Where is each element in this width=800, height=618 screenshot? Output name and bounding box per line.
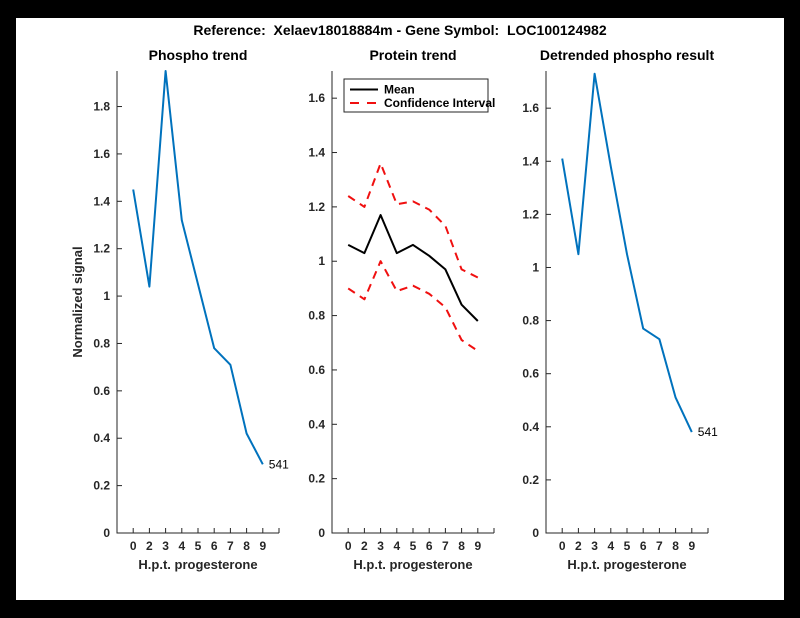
x-axis-label: H.p.t. progesterone (138, 557, 257, 572)
x-tick-label: 4 (393, 539, 400, 553)
y-tick-label: 1 (318, 254, 325, 268)
axis-spines (545, 71, 708, 534)
x-tick-label: 4 (607, 539, 614, 553)
x-tick-label: 8 (672, 539, 679, 553)
x-tick-label: 3 (591, 539, 598, 553)
y-tick-label: 0 (103, 526, 110, 540)
series-end-label: 541 (269, 457, 289, 471)
y-tick-label: 0.2 (308, 472, 325, 486)
axis-spines (331, 71, 494, 534)
y-tick-label: 0.8 (308, 309, 325, 323)
y-tick-label: 0.2 (93, 479, 110, 493)
x-tick-label: 6 (426, 539, 433, 553)
x-tick-label: 7 (656, 539, 663, 553)
x-tick-label: 8 (458, 539, 465, 553)
y-tick-label: 0.6 (522, 367, 539, 381)
confidence-upper-line (347, 162, 479, 279)
x-tick-label: 6 (640, 539, 647, 553)
y-tick-label: 1.6 (522, 101, 539, 115)
y-tick-label: 0.8 (522, 314, 539, 328)
x-axis-label: H.p.t. progesterone (567, 557, 686, 572)
y-tick-label: 0.6 (93, 384, 110, 398)
y-tick-label: 0 (318, 526, 325, 540)
legend-box (343, 78, 489, 113)
series-end-label: 541 (698, 425, 718, 439)
x-tick-label: 0 (130, 539, 137, 553)
subplot-title: Detrended phospho result (540, 47, 715, 63)
legend-label: Confidence Interval (384, 96, 495, 110)
x-tick-label: 9 (688, 539, 695, 553)
y-tick-label: 0.4 (522, 420, 539, 434)
y-tick-label: 1.2 (308, 200, 325, 214)
x-tick-label: 7 (227, 539, 234, 553)
x-tick-label: 7 (442, 539, 449, 553)
y-tick-label: 1.8 (93, 100, 110, 114)
x-axis-label: H.p.t. progesterone (353, 557, 472, 572)
x-tick-label: 5 (410, 539, 417, 553)
y-tick-label: 0.2 (522, 473, 539, 487)
mean-line (347, 214, 479, 322)
x-tick-label: 6 (211, 539, 218, 553)
x-tick-label: 5 (624, 539, 631, 553)
y-tick-label: 1 (103, 289, 110, 303)
legend-label: Mean (384, 83, 415, 97)
y-tick-label: 1.2 (93, 242, 110, 256)
y-tick-label: 1.4 (308, 146, 325, 160)
x-tick-label: 4 (178, 539, 185, 553)
x-tick-label: 9 (259, 539, 266, 553)
y-tick-label: 1 (532, 260, 539, 274)
matlab-figure: Reference: Xelaev18018884m - Gene Symbol… (16, 18, 784, 600)
x-tick-label: 0 (345, 539, 352, 553)
confidence-lower-line (347, 260, 479, 352)
y-tick-label: 1.4 (522, 154, 539, 168)
y-tick-label: 1.4 (93, 194, 110, 208)
detrended-phospho-signal-line (561, 72, 693, 433)
x-tick-label: 3 (377, 539, 384, 553)
y-tick-label: 0.4 (93, 431, 110, 445)
y-tick-label: 1.2 (522, 207, 539, 221)
x-tick-label: 2 (575, 539, 582, 553)
x-tick-label: 9 (474, 539, 481, 553)
figure-title: Reference: Xelaev18018884m - Gene Symbol… (193, 22, 607, 38)
y-axis-label: Normalized signal (70, 246, 85, 357)
x-tick-label: 2 (146, 539, 153, 553)
y-tick-label: 0.4 (308, 417, 325, 431)
subplot-title: Phospho trend (149, 47, 248, 63)
y-tick-label: 1.6 (93, 147, 110, 161)
y-tick-label: 0 (532, 526, 539, 540)
y-tick-label: 0.6 (308, 363, 325, 377)
y-tick-label: 0.8 (93, 336, 110, 350)
y-tick-label: 1.6 (308, 91, 325, 105)
trend-plots-canvas: 00.20.40.60.811.21.41.61.80 2 3 4 5 6 7 8 9Phosp… (70, 47, 718, 572)
phospho-signal-line (132, 70, 264, 465)
x-tick-label: 0 (559, 539, 566, 553)
subplot-title: Protein trend (369, 47, 456, 63)
x-tick-label: 2 (361, 539, 368, 553)
x-tick-label: 5 (195, 539, 202, 553)
x-tick-label: 3 (162, 539, 169, 553)
axis-spines (116, 71, 279, 534)
x-tick-label: 8 (243, 539, 250, 553)
